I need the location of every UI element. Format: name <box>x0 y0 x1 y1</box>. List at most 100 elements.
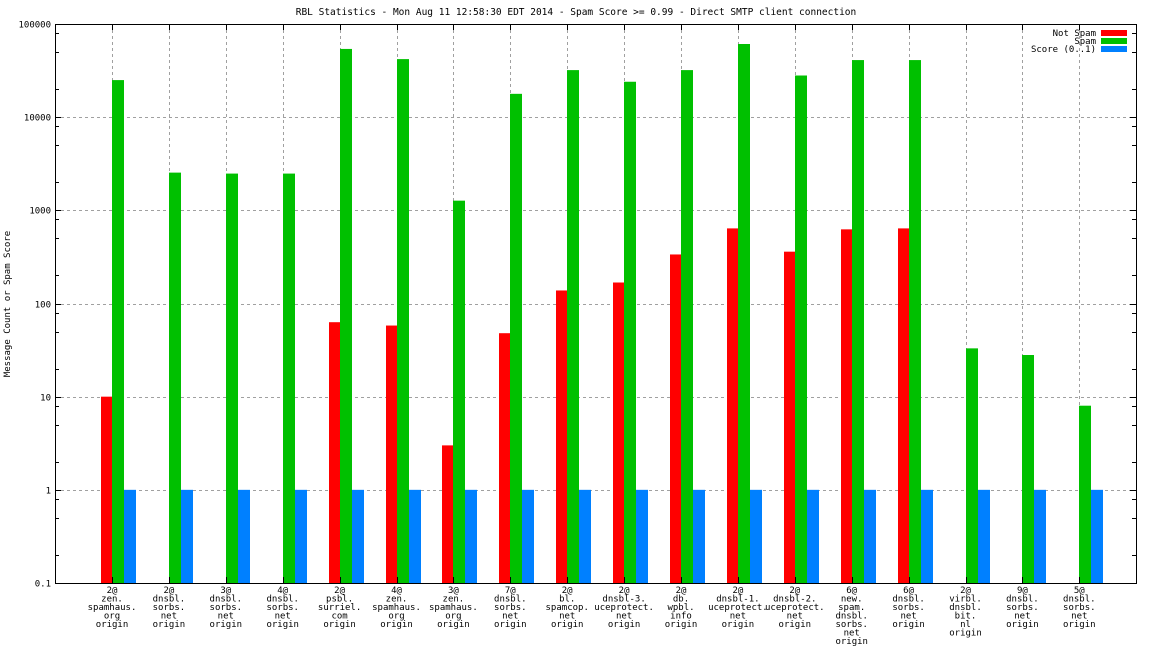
x-tick-label-line: spamcop. <box>546 603 589 613</box>
x-tick-label-line: nl <box>960 620 971 630</box>
axes <box>55 24 1137 584</box>
x-tick-label: 4@ zen. spamhaus. org origin <box>372 586 421 630</box>
x-tick-label-line: dnsbl-3. <box>602 595 645 605</box>
x-tick-label: 2@ dnsbl-2. uceprotect. net origin <box>765 586 825 630</box>
x-tick-label-line: origin <box>722 620 755 630</box>
x-tick-label-line: 2@ <box>163 586 174 596</box>
x-tick-label: 3@ zen. spamhaus. org origin <box>429 586 478 630</box>
x-tick-label-line: net <box>275 612 291 622</box>
x-tick-label-line: sorbs. <box>835 620 868 630</box>
bar-not-spam <box>727 228 738 583</box>
x-tick-label-line: net <box>218 612 234 622</box>
y-tick-label: 10000 <box>24 114 51 124</box>
bar-score-0-1 <box>181 489 193 583</box>
x-tick-label-line: com <box>331 612 347 622</box>
bar-spam <box>738 44 750 583</box>
x-tick-label-line: net <box>787 612 803 622</box>
x-tick-label: 2@ zen. spamhaus. org origin <box>88 586 137 630</box>
y-tick-label: 100000 <box>18 21 51 31</box>
x-tick-label-line: origin <box>153 620 186 630</box>
x-tick-label-line: 7@ <box>505 586 516 596</box>
bar-spam <box>795 75 807 584</box>
bar-score-0-1 <box>1091 489 1103 583</box>
x-tick-label: 2@ dnsbl-3. uceprotect. net origin <box>594 586 654 630</box>
x-tick-label-line: origin <box>1063 620 1096 630</box>
x-tick-label-line: origin <box>96 620 129 630</box>
x-tick-label: 2@ dnsbl. sorbs. net origin <box>153 586 186 630</box>
bar-score-0-1 <box>864 489 876 583</box>
bar-not-spam <box>613 282 624 583</box>
x-tick-label-line: 4@ <box>391 586 402 596</box>
x-tick-label-line: org <box>388 612 404 622</box>
bar-spam <box>112 80 124 583</box>
x-tick-label-line: uceprotect. <box>765 603 825 613</box>
bar-spam <box>852 60 864 584</box>
bar-spam <box>909 60 921 584</box>
x-tick-label-line: 2@ <box>562 586 573 596</box>
x-tick-label-line: origin <box>210 620 243 630</box>
bar-spam <box>966 348 978 583</box>
legend-swatch <box>1101 30 1127 36</box>
x-tick-label-line: 9@ <box>1017 586 1028 596</box>
x-tick-label-line: spamhaus. <box>372 603 421 613</box>
x-tick-label-line: spamhaus. <box>88 603 137 613</box>
x-tick-label-line: 2@ <box>960 586 971 596</box>
x-tick-label-line: dnsbl. <box>835 612 868 622</box>
bar-score-0-1 <box>693 489 705 583</box>
x-tick-label-line: origin <box>608 620 641 630</box>
legend-swatch <box>1101 46 1127 52</box>
x-tick-label: 4@ dnsbl. sorbs. net origin <box>266 586 299 630</box>
x-tick-label-line: uceprotect. <box>708 603 768 613</box>
x-tick-label-line: surriel. <box>318 603 361 613</box>
x-tick-label-line: origin <box>437 620 470 630</box>
x-tick-label-line: sorbs. <box>1063 603 1096 613</box>
x-tick-label-line: 2@ <box>676 586 687 596</box>
x-tick-label-line: origin <box>665 620 698 630</box>
x-tick-label-line: info <box>670 612 692 622</box>
bar-spam <box>169 172 181 583</box>
y-axis-label: Message Count or Spam Score <box>3 231 13 377</box>
bar-score-0-1 <box>921 489 933 583</box>
x-tick-label-line: zen. <box>443 595 465 605</box>
bar-spam <box>340 48 352 583</box>
x-tick-label-line: zen. <box>101 595 123 605</box>
legend-label: Score (0..1) <box>1031 45 1096 55</box>
x-tick-label-line: wpbl. <box>667 603 694 613</box>
x-tick-label-line: virbl. <box>949 595 982 605</box>
x-tick-label-line: net <box>900 612 916 622</box>
x-tick-label-line: dnsbl. <box>210 595 243 605</box>
x-tick-label-line: origin <box>835 637 868 647</box>
x-tick-label-line: 3@ <box>448 586 459 596</box>
chart-title: RBL Statistics - Mon Aug 11 12:58:30 EDT… <box>296 7 857 18</box>
x-tick-label-line: net <box>730 612 746 622</box>
y-tick-label: 0.1 <box>35 580 51 590</box>
y-tick-label: 100 <box>35 301 51 311</box>
x-tick-label-line: sorbs. <box>494 603 527 613</box>
bar-score-0-1 <box>1034 489 1046 583</box>
x-tick-label-line: db. <box>673 595 689 605</box>
bar-score-0-1 <box>124 489 136 583</box>
bar-spam <box>567 70 579 584</box>
x-tick-label-line: net <box>1071 612 1087 622</box>
x-tick-label-line: net <box>844 629 860 639</box>
y-tick-labels: 0.1 1 10 100 1000 10000 100000 <box>18 21 51 590</box>
x-tick-label-line: origin <box>949 629 982 639</box>
y-tick-label: 1000 <box>29 207 51 217</box>
x-tick-label-line: 6@ <box>903 586 914 596</box>
x-tick-label-line: net <box>559 612 575 622</box>
x-tick-label: 5@ dnsbl. sorbs. net origin <box>1063 586 1096 630</box>
x-tick-label-line: origin <box>380 620 413 630</box>
x-tick-label: 3@ dnsbl. sorbs. net origin <box>210 586 243 630</box>
x-tick-label-line: 4@ <box>277 586 288 596</box>
bar-not-spam <box>101 396 112 583</box>
x-tick-label-line: dnsbl-2. <box>773 595 816 605</box>
x-tick-label: 2@ bl. spamcop. net origin <box>546 586 589 630</box>
bar-not-spam <box>329 322 340 583</box>
bar-not-spam <box>784 251 795 584</box>
y-tick-label: 1 <box>46 487 51 497</box>
x-tick-label: 9@ dnsbl. sorbs. net origin <box>1006 586 1039 630</box>
x-tick-label-line: dnsbl. <box>266 595 299 605</box>
x-tick-label-line: spam. <box>838 603 865 613</box>
legend-label: Spam <box>1074 37 1096 47</box>
